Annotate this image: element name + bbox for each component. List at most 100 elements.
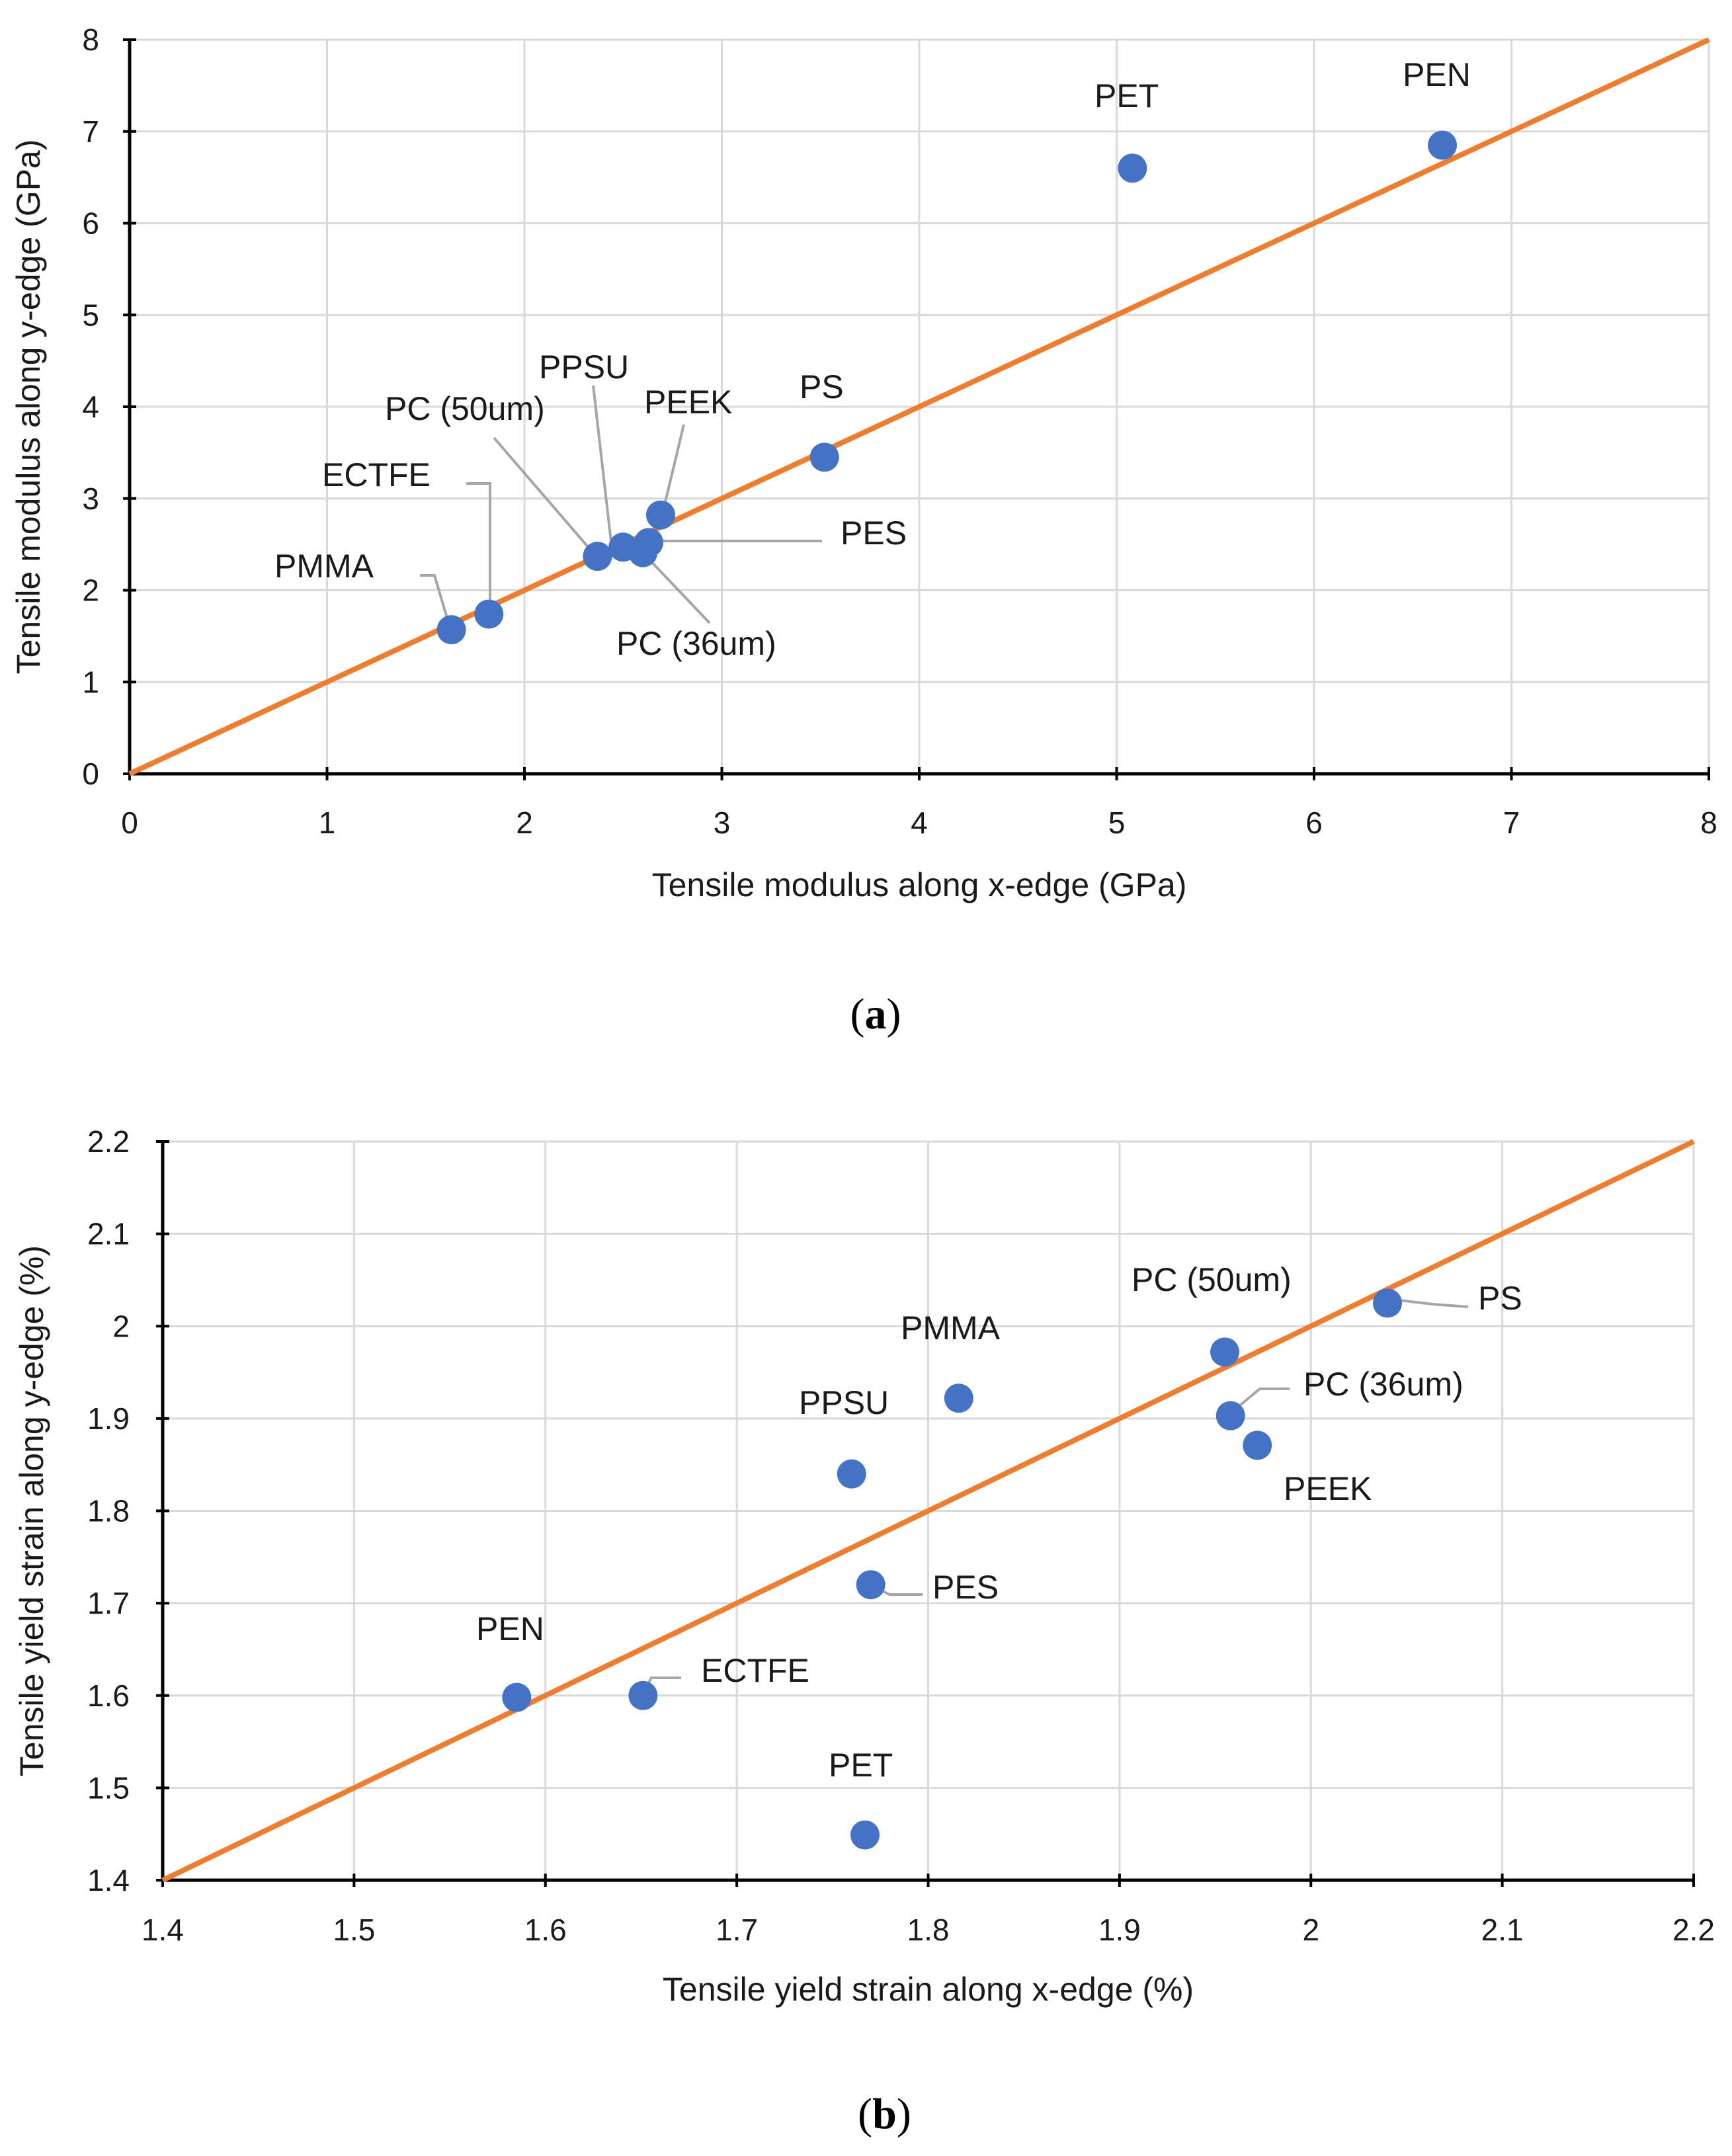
point-label: PEN xyxy=(476,1610,544,1647)
x-tick-label: 1.5 xyxy=(333,1913,375,1947)
caption: (b) xyxy=(858,2090,911,2138)
leader-line xyxy=(466,482,491,607)
y-axis-title: Tensile modulus along y-edge (GPa) xyxy=(10,140,47,675)
y-tick-label: 2.1 xyxy=(87,1217,130,1251)
point-label: PMMA xyxy=(901,1309,1001,1347)
point-label: PES xyxy=(932,1569,999,1606)
point-label: ECTFE xyxy=(701,1652,809,1689)
point-label: PS xyxy=(1478,1280,1522,1317)
x-tick-label: 1.7 xyxy=(716,1913,758,1947)
data-point-pes xyxy=(856,1570,886,1600)
y-tick-label: 1.5 xyxy=(87,1770,130,1805)
y-tick-label: 4 xyxy=(82,390,99,424)
caption-letter: b xyxy=(872,2090,897,2138)
data-point-pmma xyxy=(944,1384,973,1413)
point-label: PC (36um) xyxy=(616,625,776,662)
x-tick-label: 8 xyxy=(1700,806,1717,840)
point-label: PET xyxy=(1094,77,1159,114)
data-point-pc-50um xyxy=(583,542,612,571)
y-tick-label: 1.9 xyxy=(87,1401,130,1436)
point-label: PS xyxy=(800,368,844,405)
leader-line xyxy=(1387,1298,1469,1308)
y-axis-title: Tensile yield strain along y-edge (%) xyxy=(13,1245,50,1776)
caption-open-paren: ( xyxy=(858,2090,872,2138)
data-point-ppsu xyxy=(837,1459,866,1489)
x-axis-title: Tensile yield strain along x-edge (%) xyxy=(663,1971,1194,2008)
data-point-ectfe xyxy=(628,1680,658,1710)
reference-line xyxy=(161,1139,1695,1883)
data-point-pc-36um xyxy=(1216,1401,1245,1430)
chart-a: 0 1 2 3 4 5 6 7 8 0 1 2 3 4 5 6 7 8 Tensile modulus along … xyxy=(10,22,1717,1038)
x-tick-label: 1.8 xyxy=(907,1913,950,1947)
gridlines xyxy=(130,38,1710,774)
leader-line xyxy=(420,574,451,628)
data-point-pes xyxy=(634,528,664,558)
y-tick-label: 1.7 xyxy=(87,1586,130,1620)
point-label: PES xyxy=(841,515,907,552)
point-label: PEEK xyxy=(644,384,732,421)
x-tick-label: 6 xyxy=(1305,806,1323,840)
x-tick-label: 2 xyxy=(516,806,533,840)
x-tick-label: 4 xyxy=(911,806,928,840)
chart-b: 1.4 1.5 1.6 1.7 1.8 1.9 2 2.1 2.2 1.4 1.5 1.6 1.7 1.8… xyxy=(13,1124,1715,2138)
data-point-ps xyxy=(809,442,839,472)
data-point-pmma xyxy=(436,615,466,645)
y-tick-label: 2.2 xyxy=(87,1124,130,1159)
x-tick-label: 3 xyxy=(714,806,731,840)
y-tick-label: 6 xyxy=(82,206,99,241)
x-tick-label: 0 xyxy=(121,806,138,840)
y-tick-label: 1.8 xyxy=(87,1494,130,1528)
y-tick-label: 1.6 xyxy=(87,1679,130,1713)
y-tick-label: 2 xyxy=(82,573,99,608)
x-tick-label: 1.6 xyxy=(524,1913,567,1947)
point-label: PET xyxy=(829,1747,893,1784)
point-label: PPSU xyxy=(539,349,629,386)
leader-line xyxy=(493,436,590,549)
x-tick-label: 1 xyxy=(319,806,336,840)
caption-close-paren: ) xyxy=(897,2090,911,2138)
x-tick-label: 2.2 xyxy=(1672,1913,1715,1947)
data-point-pc-50um xyxy=(1210,1337,1240,1367)
point-label: PC (50um) xyxy=(1132,1261,1292,1298)
data-point-pet xyxy=(1118,153,1147,183)
data-point-pen xyxy=(1428,130,1458,160)
leader-line xyxy=(644,554,711,624)
data-point-ps xyxy=(1373,1288,1402,1318)
caption-letter: a xyxy=(865,990,887,1038)
data-point-pet xyxy=(850,1820,880,1850)
y-tick-label: 2 xyxy=(112,1309,130,1343)
y-tick-label: 1 xyxy=(82,665,99,699)
caption-close-paren: ) xyxy=(887,990,901,1038)
x-tick-label: 7 xyxy=(1503,806,1520,840)
reference-line xyxy=(128,37,1710,776)
point-label: PPSU xyxy=(799,1384,889,1421)
x-axis-title: Tensile modulus along x-edge (GPa) xyxy=(652,866,1187,903)
y-tick-label: 1.4 xyxy=(87,1863,130,1897)
x-tick-label: 1.9 xyxy=(1098,1913,1141,1947)
data-point-pen xyxy=(502,1682,532,1712)
caption: (a) xyxy=(850,990,901,1038)
x-tick-label: 2.1 xyxy=(1481,1913,1524,1947)
y-tick-label: 8 xyxy=(82,22,99,57)
point-label: PC (36um) xyxy=(1303,1366,1464,1403)
gridlines xyxy=(163,1140,1695,1880)
leader-line xyxy=(661,424,685,517)
leader-line xyxy=(592,385,613,548)
y-tick-label: 5 xyxy=(82,298,99,332)
point-label: PMMA xyxy=(274,548,374,585)
data-point-ectfe xyxy=(474,599,504,629)
y-tick-label: 0 xyxy=(82,757,99,791)
x-tick-label: 1.4 xyxy=(142,1913,184,1947)
x-tick-label: 2 xyxy=(1302,1913,1319,1947)
y-tick-label: 7 xyxy=(82,114,99,149)
data-point-peek xyxy=(1243,1430,1272,1460)
y-tick-label: 3 xyxy=(82,481,99,516)
point-label: ECTFE xyxy=(322,456,431,493)
x-tick-label: 5 xyxy=(1108,806,1126,840)
data-point-peek xyxy=(645,500,675,530)
caption-open-paren: ( xyxy=(850,990,865,1038)
point-label: PEN xyxy=(1403,56,1471,93)
point-label: PEEK xyxy=(1284,1470,1372,1507)
point-label: PC (50um) xyxy=(385,390,545,427)
